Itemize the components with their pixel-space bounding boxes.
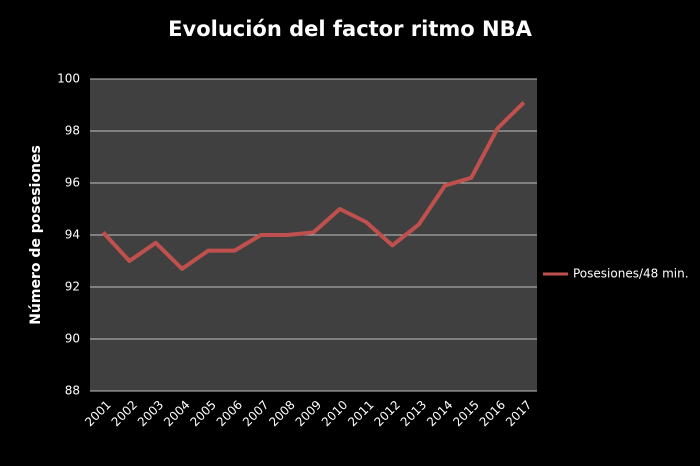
y-tick-label: 90: [65, 332, 80, 346]
y-tick-label: 96: [65, 176, 80, 190]
y-axis-label: Número de posesiones: [28, 145, 44, 325]
legend-label: Posesiones/48 min.: [573, 267, 689, 281]
y-tick-label: 98: [65, 124, 80, 138]
y-tick-label: 88: [65, 384, 80, 398]
y-tick-label: 100: [57, 72, 80, 86]
chart-title: Evolución del factor ritmo NBA: [168, 17, 532, 41]
line-series: [101, 100, 526, 271]
y-tick-label: 94: [65, 228, 80, 242]
y-tick-label: 92: [65, 280, 80, 294]
